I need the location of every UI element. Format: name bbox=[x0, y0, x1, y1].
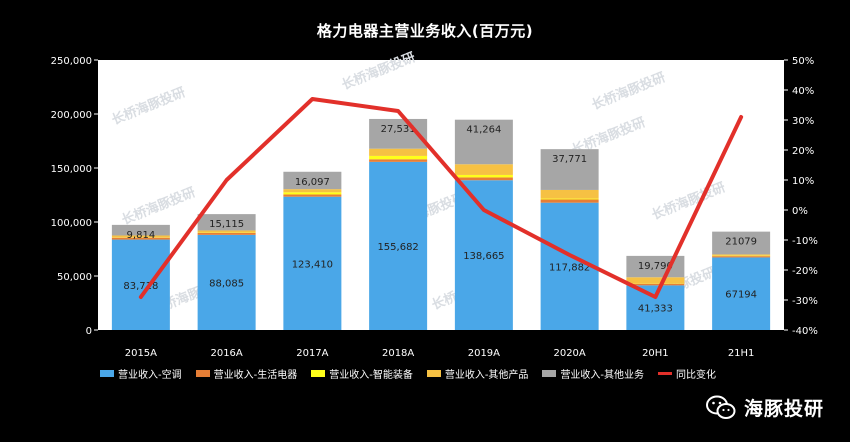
bar-1 bbox=[712, 257, 771, 330]
legend-label: 营业收入-生活电器 bbox=[213, 370, 298, 381]
bar-4 bbox=[111, 235, 170, 238]
bar-data-label: 19,790 bbox=[638, 261, 673, 272]
legend-item: 同比变化 bbox=[658, 366, 716, 381]
legend-label: 营业收入-智能装备 bbox=[329, 370, 413, 381]
bar-2 bbox=[111, 237, 170, 240]
y-left-tick-label: 250,000 bbox=[51, 56, 92, 67]
bar-4 bbox=[283, 189, 342, 193]
y-right-tick-label: 0% bbox=[792, 206, 808, 217]
bar-data-label: 88,085 bbox=[209, 278, 244, 289]
bar-5 bbox=[111, 224, 170, 236]
bar-4 bbox=[369, 148, 428, 156]
legend-item: 营业收入-其他业务 bbox=[542, 366, 644, 381]
bar-data-label: 138,665 bbox=[463, 251, 504, 262]
bar-1 bbox=[197, 234, 256, 330]
legend-label: 同比变化 bbox=[676, 370, 717, 381]
bar-2 bbox=[369, 159, 428, 162]
legend-item: 营业收入-智能装备 bbox=[311, 366, 413, 381]
bar-5 bbox=[540, 149, 599, 190]
bar-data-label: 16,097 bbox=[295, 177, 330, 188]
bar-data-label: 155,682 bbox=[377, 242, 418, 253]
bar-4 bbox=[197, 230, 256, 233]
x-tick-label: 20H1 bbox=[642, 348, 669, 359]
bar-3 bbox=[369, 155, 428, 160]
y-left-tick-label: 200,000 bbox=[51, 110, 92, 121]
legend-label: 营业收入-其他产品 bbox=[444, 370, 529, 381]
x-tick-label: 2018A bbox=[382, 348, 414, 359]
bar-data-label: 27,531 bbox=[381, 124, 416, 135]
y-right-tick-label: 50% bbox=[792, 56, 814, 67]
brand-logo: 海豚投研 bbox=[705, 394, 824, 421]
bar-1 bbox=[283, 196, 342, 330]
bar-data-label: 83,718 bbox=[123, 281, 158, 292]
bar-5 bbox=[283, 171, 342, 190]
bar-data-label: 41,333 bbox=[638, 304, 673, 315]
y-right-tick-label: -30% bbox=[792, 296, 818, 307]
x-tick-label: 2020A bbox=[553, 348, 585, 359]
legend-swatch bbox=[426, 370, 441, 377]
bar-5 bbox=[197, 214, 256, 231]
bar-data-label: 21079 bbox=[725, 237, 757, 248]
legend-swatch bbox=[195, 370, 210, 377]
bar-1 bbox=[454, 180, 513, 330]
x-tick-label: 21H1 bbox=[728, 348, 755, 359]
legend-item: 营业收入-生活电器 bbox=[195, 366, 298, 381]
bar-4 bbox=[454, 164, 513, 175]
x-tick-label: 2019A bbox=[468, 348, 500, 359]
bar-2 bbox=[454, 177, 513, 181]
bar-1 bbox=[369, 161, 428, 330]
wechat-icon bbox=[705, 395, 736, 419]
brand-text: 海豚投研 bbox=[743, 398, 824, 420]
bar-data-label: 67194 bbox=[725, 290, 757, 301]
bar-3 bbox=[283, 192, 342, 195]
y-left-tick-label: 0 bbox=[86, 326, 92, 337]
bar-5 bbox=[626, 255, 685, 278]
y-right-tick-label: -40% bbox=[792, 326, 818, 337]
legend-swatch bbox=[542, 370, 557, 377]
y-right-tick-label: -10% bbox=[792, 236, 818, 247]
legend-label: 营业收入-空调 bbox=[118, 370, 182, 381]
y-right-tick-label: -20% bbox=[792, 266, 818, 277]
legend-swatch bbox=[100, 370, 114, 377]
bar-5 bbox=[454, 119, 513, 165]
x-tick-label: 2016A bbox=[210, 348, 242, 359]
bar-2 bbox=[540, 199, 599, 203]
bar-data-label: 41,264 bbox=[466, 125, 501, 136]
bar-1 bbox=[111, 239, 170, 330]
y-left-tick-label: 50,000 bbox=[57, 272, 92, 283]
legend-item: 营业收入-其他产品 bbox=[426, 366, 529, 381]
bar-5 bbox=[712, 231, 771, 255]
x-tick-label: 2017A bbox=[296, 348, 328, 359]
bar-data-label: 117,882 bbox=[549, 262, 590, 273]
bar-2 bbox=[283, 194, 342, 197]
bar-data-label: 9,814 bbox=[127, 230, 156, 241]
legend-label: 营业收入-其他业务 bbox=[560, 370, 645, 381]
chart-legend: 营业收入-空调 营业收入-生活电器 营业收入-智能装备 营业收入-其他产品 营业收入-其… bbox=[100, 366, 740, 381]
bar-3 bbox=[540, 198, 599, 200]
y-right-tick-label: 20% bbox=[792, 146, 814, 157]
bar-data-label: 37,771 bbox=[552, 154, 587, 165]
y-left-tick-label: 150,000 bbox=[51, 164, 92, 175]
bar-3 bbox=[454, 174, 513, 178]
bar-2 bbox=[197, 232, 256, 235]
legend-item: 营业收入-空调 bbox=[100, 366, 182, 381]
legend-swatch bbox=[658, 372, 673, 375]
y-right-tick-label: 10% bbox=[792, 176, 814, 187]
y-left-tick-label: 100,000 bbox=[51, 218, 92, 229]
chart-title: 格力电器主营业务收入(百万元) bbox=[316, 22, 534, 40]
y-right-tick-label: 30% bbox=[792, 116, 814, 127]
bar-data-label: 123,410 bbox=[292, 259, 333, 270]
bar-4 bbox=[626, 277, 685, 284]
bar-2 bbox=[626, 283, 685, 286]
x-tick-label: 2015A bbox=[125, 348, 157, 359]
line-series bbox=[138, 97, 744, 299]
y-right-tick-label: 40% bbox=[792, 86, 814, 97]
bar-data-label: 15,115 bbox=[209, 219, 244, 230]
bar-2 bbox=[712, 256, 771, 258]
bar-4 bbox=[540, 189, 599, 199]
bar-4 bbox=[712, 254, 771, 256]
legend-swatch bbox=[311, 370, 326, 377]
